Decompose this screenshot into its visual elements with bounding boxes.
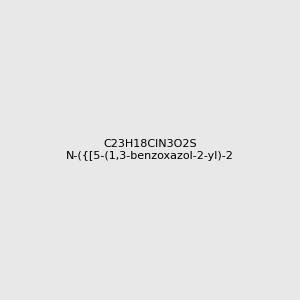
Text: C23H18ClN3O2S
N-({[5-(1,3-benzoxazol-2-yl)-2: C23H18ClN3O2S N-({[5-(1,3-benzoxazol-2-y… [66,139,234,161]
